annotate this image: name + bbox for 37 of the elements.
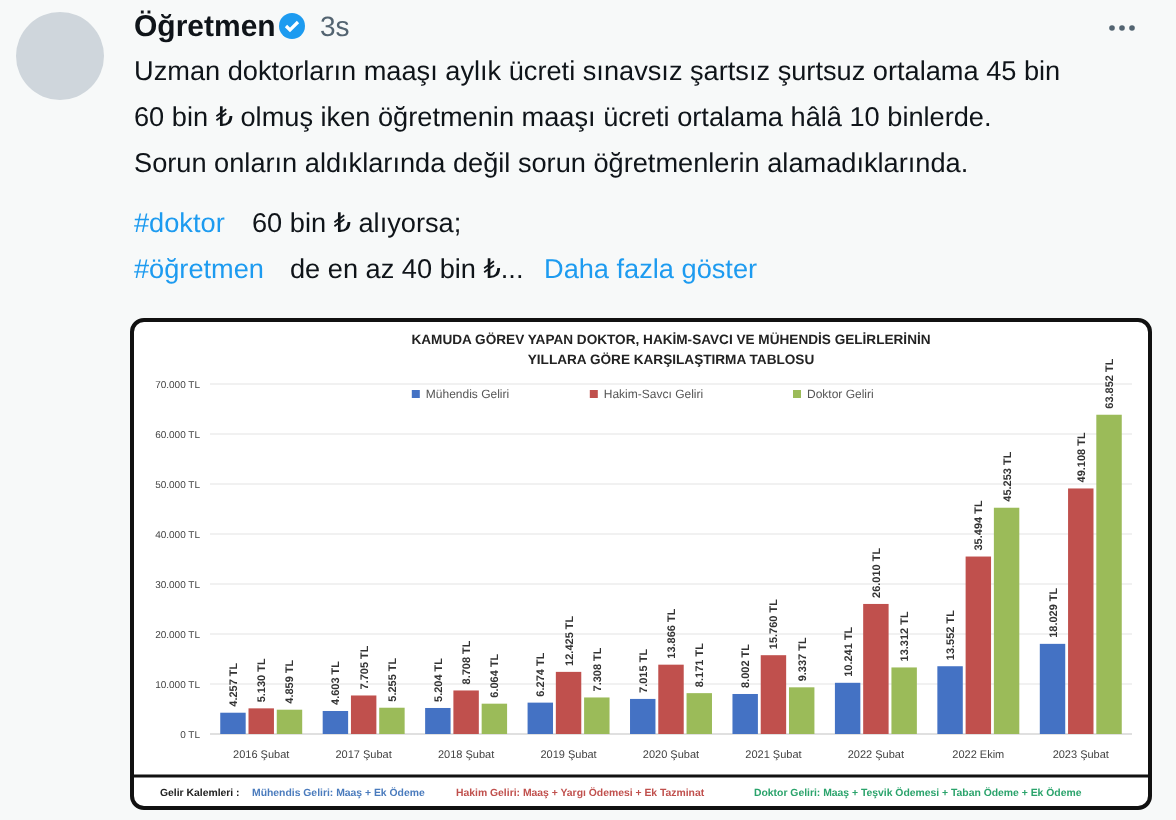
bar <box>555 671 582 734</box>
bar <box>863 603 889 734</box>
bar <box>220 712 246 734</box>
bar <box>891 667 917 734</box>
text: 3s <box>320 10 350 42</box>
text: de en az 40 bin ₺... <box>290 254 524 284</box>
bar <box>834 682 861 734</box>
bar <box>993 507 1020 734</box>
bar <box>686 693 712 734</box>
bar <box>658 664 684 734</box>
bar <box>1039 643 1066 734</box>
bar <box>276 709 303 734</box>
bar <box>788 687 815 734</box>
bar <box>584 697 610 734</box>
bar <box>760 655 787 734</box>
text: #öğretmen <box>134 254 264 284</box>
text: 60 bin ₺ olmuş iken öğretmenin maaşı ücreti ortalama hâlâ 10 binlerde. <box>134 102 992 132</box>
bar <box>937 666 963 734</box>
bar <box>481 703 508 734</box>
text: Uzman doktorların maaşı aylık ücreti sınavsız şartsız şurtsuz ortalama 45 bin <box>134 56 1061 86</box>
bar <box>732 693 758 734</box>
bar <box>379 707 405 734</box>
bar <box>425 707 451 734</box>
text: 60 bin ₺ alıyorsa; <box>252 208 462 238</box>
bar <box>453 690 479 734</box>
bar <box>630 698 656 734</box>
bar <box>1068 488 1094 734</box>
bar <box>1096 414 1122 734</box>
bar <box>322 710 349 734</box>
text: Sorun onların aldıklarında değil sorun öğretmenlerin alamadıklarında. <box>134 148 969 178</box>
bar <box>248 708 274 734</box>
text: #doktor <box>134 208 226 238</box>
bar <box>527 702 554 734</box>
text: Daha fazla göster <box>544 254 759 284</box>
bar <box>350 695 377 734</box>
bar <box>965 556 992 734</box>
text: Öğretmen <box>134 10 276 44</box>
